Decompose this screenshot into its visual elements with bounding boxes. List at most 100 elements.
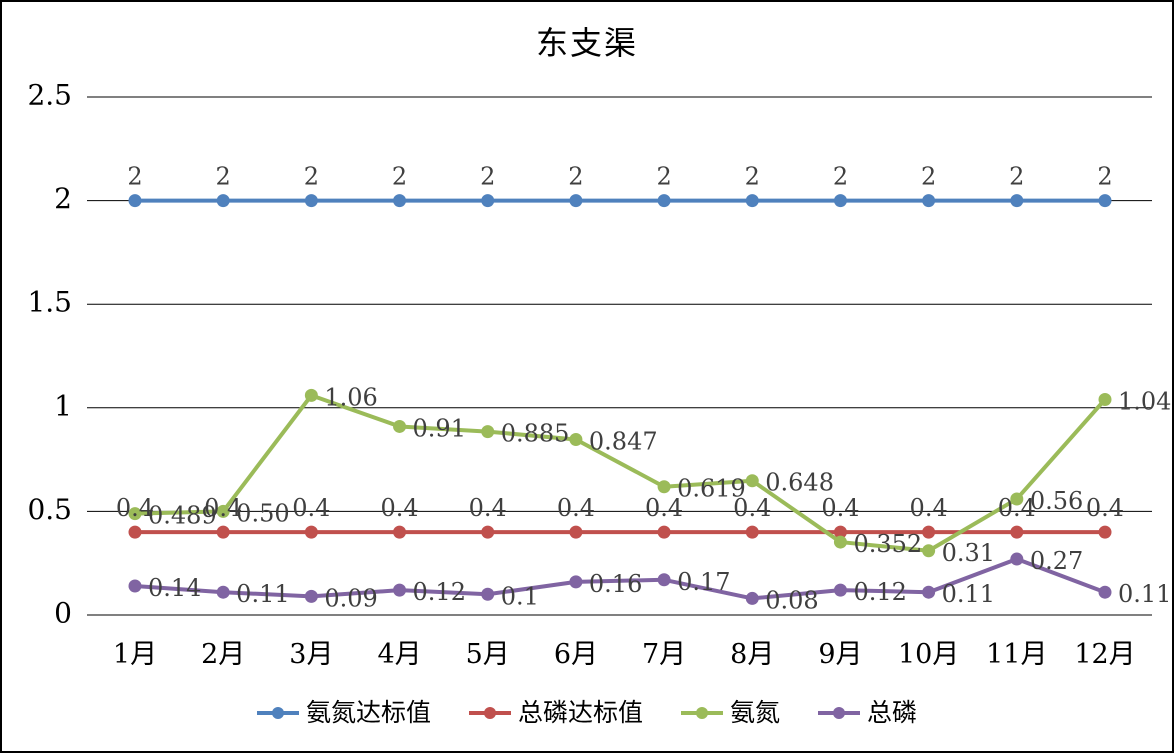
data-label-nh3n: 0.847 [589,428,658,456]
data-point-nh3n [922,544,936,558]
data-label-tp: 0.11 [942,580,995,608]
legend-line-marker-icon [681,706,723,720]
data-point-nh3n-limit [922,194,936,208]
data-label-nh3n: 0.91 [413,414,466,442]
data-label-tp: 0.17 [677,568,730,596]
legend-line-marker-icon [468,706,511,720]
data-label-tp: 0.08 [765,586,818,614]
data-point-tp-limit [922,525,936,539]
data-point-nh3n [569,433,583,447]
data-point-nh3n-limit [1098,194,1112,208]
x-axis-label: 2月 [201,639,245,670]
x-axis-label: 8月 [730,639,774,670]
y-axis-tick-label: 0 [54,597,72,630]
data-point-nh3n-limit [216,194,230,208]
x-axis-label: 4月 [377,639,421,670]
data-label-tp: 0.12 [413,578,466,606]
legend-label: 氨氮 [730,698,781,727]
legend-item-nh3n-limit: 氨氮达标值 [256,698,431,727]
data-label-nh3n-limit: 2 [392,163,407,191]
data-point-nh3n-limit [569,194,583,208]
data-label-nh3n-limit: 2 [127,163,142,191]
data-point-tp [1010,552,1024,566]
data-point-nh3n [657,480,671,494]
y-axis-tick-label: 1.5 [27,286,72,319]
x-axis-label: 11月 [986,639,1047,670]
data-label-tp-limit: 0.4 [380,494,418,522]
data-point-nh3n-limit [657,194,671,208]
data-point-nh3n [304,388,318,402]
data-point-nh3n-limit [1010,194,1024,208]
data-point-tp [304,589,318,603]
legend-label: 总磷 [867,698,918,727]
data-point-nh3n-limit [833,194,847,208]
data-label-nh3n: 0.56 [1030,487,1083,515]
legend-marker-dot [271,706,284,719]
data-point-tp-limit [393,525,407,539]
x-axis-label: 10月 [898,639,959,670]
data-point-tp [128,579,142,593]
chart-title: 东支渠 [535,24,638,62]
data-label-nh3n: 0.885 [501,420,570,448]
data-point-nh3n-limit [128,194,142,208]
y-axis-tick-label: 0.5 [27,493,72,526]
data-label-tp: 0.27 [1030,547,1083,575]
x-axis-label: 1月 [113,639,157,670]
data-label-nh3n-limit: 2 [568,163,583,191]
x-axis-label: 12月 [1074,639,1135,670]
data-point-tp [833,583,847,597]
data-label-nh3n-limit: 2 [833,163,848,191]
data-label-tp: 0.16 [589,570,642,598]
data-point-nh3n [745,474,759,488]
data-point-tp-limit [216,525,230,539]
data-label-nh3n-limit: 2 [745,163,760,191]
legend-label: 氨氮达标值 [305,698,431,727]
data-point-nh3n-limit [481,194,495,208]
x-axis-label: 6月 [554,639,598,670]
data-label-nh3n: 0.489 [148,502,217,530]
data-label-nh3n: 0.352 [853,530,922,558]
x-axis-label: 5月 [466,639,510,670]
legend-line-marker-icon [256,706,299,720]
data-label-nh3n: 1.06 [324,383,377,411]
data-label-tp: 0.1 [501,582,539,610]
data-point-tp [657,573,671,587]
data-label-tp-limit: 0.4 [998,494,1036,522]
x-axis-label: 3月 [289,639,333,670]
data-label-tp: 0.12 [853,578,906,606]
data-point-tp-limit [569,525,583,539]
data-label-tp-limit: 0.4 [645,494,683,522]
data-label-nh3n: 1.04 [1118,388,1171,416]
data-point-nh3n [1098,393,1112,407]
data-label-tp-limit: 0.4 [557,494,595,522]
data-point-nh3n [216,504,230,518]
y-axis-tick-label: 2 [54,182,72,215]
data-label-tp: 0.11 [1118,580,1171,608]
data-label-nh3n-limit: 2 [921,163,936,191]
legend-item-tp-limit: 总磷达标值 [468,698,643,727]
data-point-tp-limit [657,525,671,539]
data-point-tp [922,585,936,599]
data-label-tp: 0.11 [236,580,289,608]
y-axis-tick-label: 2.5 [27,79,72,112]
data-point-tp-limit [128,525,142,539]
data-label-nh3n: 0.619 [677,475,746,503]
legend-label: 总磷达标值 [517,698,643,727]
data-point-nh3n-limit [745,194,759,208]
data-label-tp-limit: 0.4 [821,494,859,522]
data-label-nh3n-limit: 2 [1009,163,1024,191]
legend-line-marker-icon [818,706,861,720]
x-axis-label: 7月 [642,639,686,670]
x-axis-label: 9月 [818,639,862,670]
data-point-tp [393,583,407,597]
legend-item-tp: 总磷 [818,700,917,725]
data-point-tp-limit [745,525,759,539]
data-point-tp-limit [833,525,847,539]
y-axis-tick-label: 1 [54,389,72,422]
legend-item-nh3n: 氨氮 [681,700,780,725]
data-label-tp-limit: 0.4 [204,494,242,522]
data-point-tp-limit [1010,525,1024,539]
data-label-tp: 0.09 [324,584,377,612]
data-label-nh3n-limit: 2 [480,163,495,191]
